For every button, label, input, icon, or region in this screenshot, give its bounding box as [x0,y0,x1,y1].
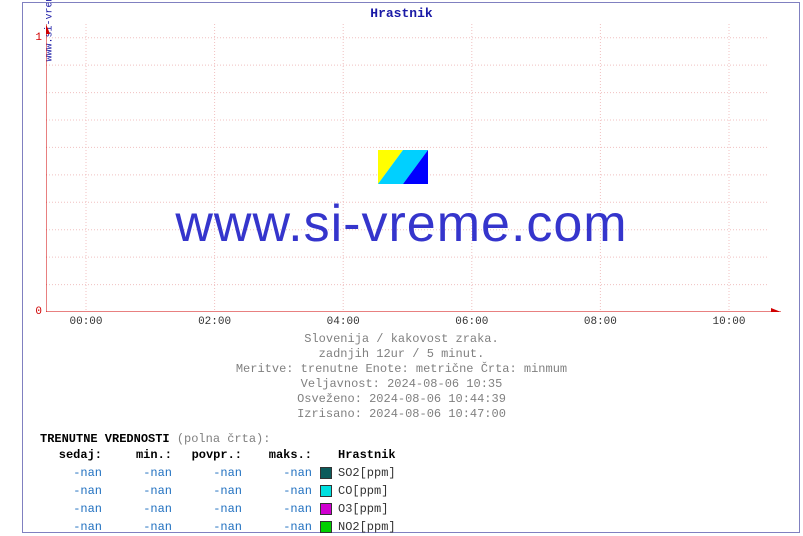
legend-row: -nan-nan-nan-nanCO[ppm] [40,482,396,500]
legend-block: TRENUTNE VREDNOSTI (polna črta): sedaj:m… [40,432,396,536]
legend-swatch-icon [320,503,332,515]
legend-value: -nan [250,482,320,500]
legend-header-row: sedaj:min.:povpr.:maks.: Hrastnik [40,446,396,464]
legend-row: -nan-nan-nan-nanO3[ppm] [40,500,396,518]
legend-swatch-icon [320,467,332,479]
legend-series-name: CO[ppm] [338,482,388,500]
legend-value: -nan [40,500,110,518]
legend-swatch-icon [320,521,332,533]
legend-series-name: O3[ppm] [338,500,388,518]
legend-value: -nan [40,518,110,536]
legend-value: -nan [110,482,180,500]
legend-value: -nan [110,518,180,536]
x-tick-label: 08:00 [584,316,617,328]
y-tick-label: 0 [30,306,42,318]
y-tick-label: 1 [30,32,42,44]
watermark-logo-icon [378,150,428,184]
legend-value: -nan [110,500,180,518]
x-tick-label: 02:00 [198,316,231,328]
legend-value: -nan [250,500,320,518]
chart-title: Hrastnik [0,6,803,21]
watermark-text: www.si-vreme.com [0,194,803,254]
legend-column-header: min.: [110,446,180,464]
x-tick-label: 10:00 [712,316,745,328]
legend-value: -nan [40,482,110,500]
legend-value: -nan [250,464,320,482]
meta-line: Izrisano: 2024-08-06 10:47:00 [0,407,803,421]
meta-line: Meritve: trenutne Enote: metrične Črta: … [0,362,803,376]
legend-station-header: Hrastnik [338,446,396,464]
x-tick-label: 06:00 [455,316,488,328]
legend-value: -nan [180,482,250,500]
meta-line: zadnjih 12ur / 5 minut. [0,347,803,361]
legend-swatch-icon [320,485,332,497]
legend-value: -nan [180,500,250,518]
legend-series-name: NO2[ppm] [338,518,396,536]
legend-value: -nan [110,464,180,482]
legend-row: -nan-nan-nan-nanNO2[ppm] [40,518,396,536]
legend-column-header: sedaj: [40,446,110,464]
meta-line: Slovenija / kakovost zraka. [0,332,803,346]
meta-line: Osveženo: 2024-08-06 10:44:39 [0,392,803,406]
legend-title-strong: TRENUTNE VREDNOSTI [40,432,170,446]
legend-column-header: povpr.: [180,446,250,464]
x-tick-label: 04:00 [327,316,360,328]
x-tick-label: 00:00 [69,316,102,328]
legend-value: -nan [180,464,250,482]
legend-series-name: SO2[ppm] [338,464,396,482]
legend-value: -nan [250,518,320,536]
legend-title: TRENUTNE VREDNOSTI (polna črta): [40,432,396,446]
legend-value: -nan [180,518,250,536]
legend-value: -nan [40,464,110,482]
legend-column-header: maks.: [250,446,320,464]
meta-line: Veljavnost: 2024-08-06 10:35 [0,377,803,391]
legend-row: -nan-nan-nan-nanSO2[ppm] [40,464,396,482]
legend-title-suffix: (polna črta): [170,432,271,446]
